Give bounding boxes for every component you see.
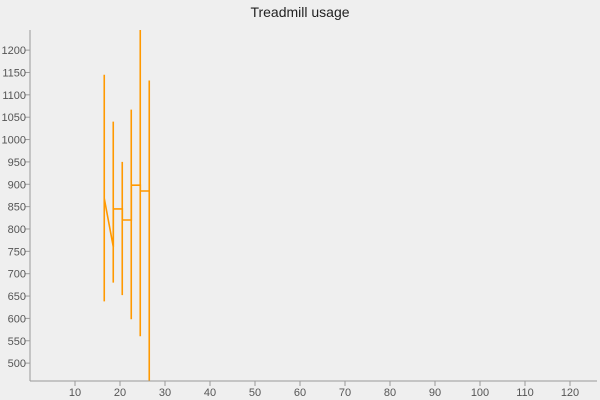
y-tick-label: 1100 bbox=[2, 90, 26, 102]
y-tick-label: 600 bbox=[8, 313, 26, 325]
x-tick-label: 30 bbox=[159, 387, 171, 399]
x-tick-label: 20 bbox=[114, 387, 126, 399]
x-axis-ticks: 10 20 30 40 50 60 70 80 90 100 110 120 bbox=[69, 381, 579, 399]
y-tick-label: 950 bbox=[8, 157, 26, 169]
chart-title: Treadmill usage bbox=[250, 4, 349, 20]
x-tick-label: 70 bbox=[339, 387, 351, 399]
plot-area: 5005506006507007508008509009501000105011… bbox=[2, 30, 597, 399]
y-tick-label: 1150 bbox=[2, 67, 26, 79]
y-tick-label: 500 bbox=[8, 358, 26, 370]
y-tick-label: 650 bbox=[8, 291, 26, 303]
y-tick-label: 550 bbox=[8, 336, 26, 348]
y-tick-label: 900 bbox=[8, 179, 26, 191]
x-tick-label: 110 bbox=[516, 387, 534, 399]
series-line bbox=[103, 184, 150, 248]
series-marks bbox=[103, 30, 151, 381]
y-tick-label: 700 bbox=[8, 269, 26, 281]
y-tick-label: 1200 bbox=[2, 45, 26, 57]
x-tick-label: 100 bbox=[471, 387, 489, 399]
y-tick-label: 1000 bbox=[2, 135, 26, 147]
y-axis-ticks: 500 550 600 650 700 750 800 850 900 950 1000 1050 11… bbox=[2, 45, 30, 370]
x-tick-label: 40 bbox=[204, 387, 216, 399]
y-tick-label: 1050 bbox=[2, 112, 26, 124]
x-tick-label: 80 bbox=[384, 387, 396, 399]
y-tick-label: 800 bbox=[8, 224, 26, 236]
x-tick-label: 120 bbox=[561, 387, 579, 399]
x-tick-label: 60 bbox=[294, 387, 306, 399]
y-tick-label: 850 bbox=[8, 202, 26, 214]
x-tick-label: 10 bbox=[69, 387, 81, 399]
x-tick-label: 50 bbox=[249, 387, 261, 399]
x-tick-label: 90 bbox=[429, 387, 441, 399]
y-tick-label: 750 bbox=[8, 246, 26, 258]
